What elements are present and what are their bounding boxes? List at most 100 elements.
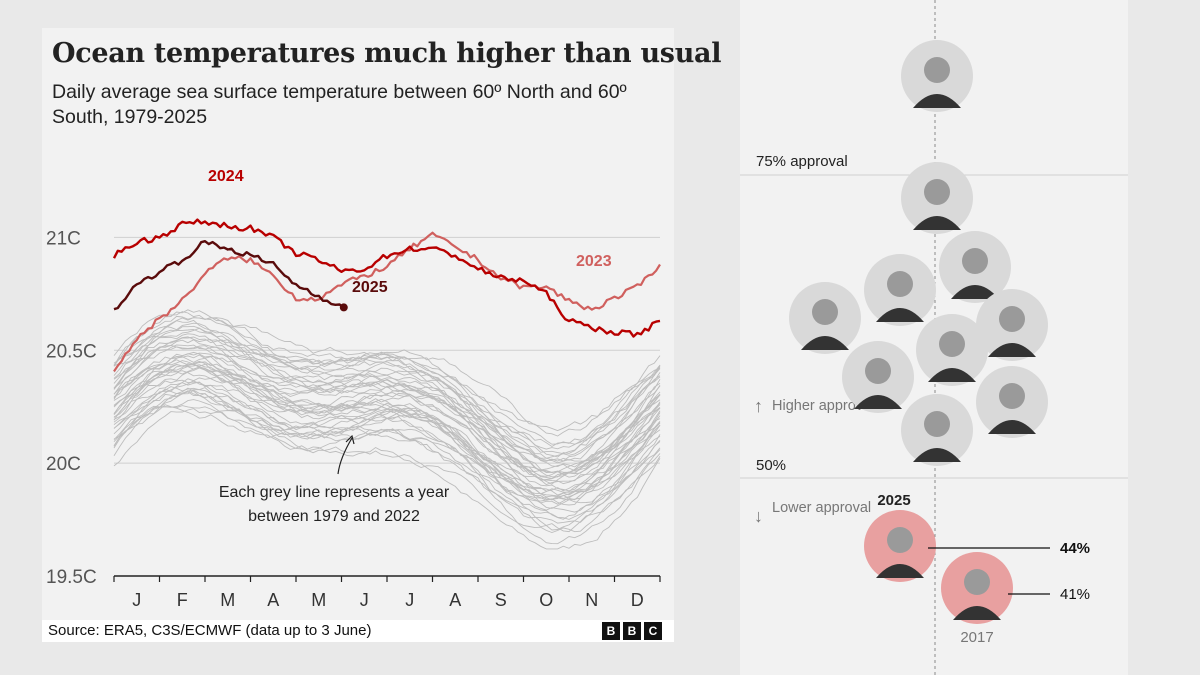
grey-year-line <box>113 328 661 462</box>
portrait-body <box>876 308 924 322</box>
grey-year-line <box>113 381 661 496</box>
portrait-body <box>854 395 902 409</box>
y-tick-label: 19.5C <box>46 567 97 588</box>
annotation-arrow <box>337 437 353 475</box>
annotation-grey-line-2: between 1979 and 2022 <box>248 508 420 525</box>
down-arrow-icon: ↓ <box>754 506 763 526</box>
series-line-2025 <box>113 239 345 311</box>
grey-year-line <box>113 315 661 458</box>
portrait-head <box>924 179 950 205</box>
threshold-50-label: 50% <box>756 457 786 474</box>
portrait-head <box>812 299 838 325</box>
y-tick-label: 20.5C <box>46 341 97 362</box>
approval-scene: 75% approval 50% ↑ Higher approval ↓ Low… <box>740 0 1128 675</box>
x-tick-label: A <box>267 590 279 610</box>
series-line-2024 <box>112 218 661 338</box>
president-portraits <box>789 40 1048 624</box>
grey-year-line <box>113 391 661 513</box>
portrait-head <box>939 331 965 357</box>
grey-year-line <box>113 346 661 485</box>
grey-year-line <box>113 367 661 492</box>
series-line-2023 <box>113 231 661 373</box>
portrait-body <box>913 216 961 230</box>
portrait-body <box>913 448 961 462</box>
grey-year-line <box>113 364 661 495</box>
x-tick-label: M <box>220 590 235 610</box>
grey-year-line <box>113 379 661 492</box>
past-year-label: 2017 <box>960 629 993 646</box>
grey-year-line <box>113 327 661 450</box>
portrait-body <box>988 420 1036 434</box>
higher-approval-line1: Higher approval <box>772 398 874 414</box>
portrait-head <box>999 306 1025 332</box>
grey-year-line <box>113 390 661 533</box>
portrait-head <box>999 383 1025 409</box>
x-tick-label: D <box>631 590 644 610</box>
chart-card: Ocean temperatures much higher than usua… <box>42 28 721 642</box>
source-text: Source: ERA5, C3S/ECMWF (data up to 3 Ju… <box>48 622 372 639</box>
grey-year-line <box>113 404 661 533</box>
up-arrow-icon: ↑ <box>754 396 763 416</box>
portrait-body <box>876 564 924 578</box>
x-tick-label: F <box>177 590 188 610</box>
current-value-label: 44% <box>1060 540 1090 557</box>
temperature-line-chart: 21C 20.5C 20C 19.5C J F M A M J J A S O N D 2024 2023 2025… <box>46 168 661 610</box>
bbc-logo-letter: B <box>623 622 641 640</box>
x-tick-label: J <box>360 590 369 610</box>
higher-approval-label: Higher approval <box>772 398 874 414</box>
annotation-arrowhead <box>345 434 355 445</box>
grey-year-line <box>113 386 661 531</box>
threshold-75-label: 75% approval <box>756 153 848 170</box>
grey-year-line <box>113 336 661 464</box>
portrait-head <box>865 358 891 384</box>
portrait-body <box>953 606 1001 620</box>
background-years <box>113 309 661 550</box>
grey-year-line <box>113 333 661 445</box>
portrait-head <box>924 411 950 437</box>
series-2025-endpoint <box>339 303 348 312</box>
x-tick-label: A <box>449 590 461 610</box>
portrait-body <box>951 285 999 299</box>
x-tick-label: N <box>585 590 598 610</box>
bbc-logo-letter: B <box>602 622 620 640</box>
bbc-logo: B B C <box>602 622 662 640</box>
label-2024: 2024 <box>208 168 244 185</box>
portrait-head <box>964 569 990 595</box>
x-tick-label: M <box>311 590 326 610</box>
chart-title: Ocean temperatures much higher than usua… <box>52 38 722 69</box>
x-tick-label: J <box>405 590 414 610</box>
source-footer: Source: ERA5, C3S/ECMWF (data up to 3 Ju… <box>42 620 674 642</box>
grey-year-line <box>113 408 661 550</box>
grey-year-line <box>113 366 661 497</box>
portrait-head <box>962 248 988 274</box>
grey-year-line <box>113 322 661 448</box>
current-year-label: 2025 <box>877 492 910 509</box>
past-value-label: 41% <box>1060 586 1090 603</box>
approval-panel: 75% approval 50% ↑ Higher approval ↓ Low… <box>740 0 1128 675</box>
portrait-body <box>988 343 1036 357</box>
annotation-grey-line-1: Each grey line represents a year <box>219 484 450 501</box>
grey-year-line <box>113 363 661 505</box>
grey-year-line <box>113 339 661 474</box>
portrait-head <box>887 271 913 297</box>
label-2023: 2023 <box>576 253 612 270</box>
grey-year-line <box>113 369 661 478</box>
lower-approval-label: Lower approval <box>772 500 871 516</box>
grey-year-line <box>113 344 661 468</box>
portrait-head <box>887 527 913 553</box>
label-2025: 2025 <box>352 279 388 296</box>
portrait-body <box>801 336 849 350</box>
chart-subtitle: Daily average sea surface temperature be… <box>52 81 627 128</box>
grey-year-line <box>113 399 661 524</box>
x-tick-label: O <box>539 590 553 610</box>
portrait-head <box>924 57 950 83</box>
grey-year-line <box>113 360 661 486</box>
y-tick-label: 21C <box>46 228 81 249</box>
y-tick-label: 20C <box>46 454 81 475</box>
portrait-body <box>928 368 976 382</box>
bbc-logo-letter: C <box>644 622 662 640</box>
grey-year-line <box>113 355 661 485</box>
x-tick-label: J <box>132 590 141 610</box>
grey-year-line <box>113 325 661 456</box>
x-tick-label: S <box>495 590 507 610</box>
